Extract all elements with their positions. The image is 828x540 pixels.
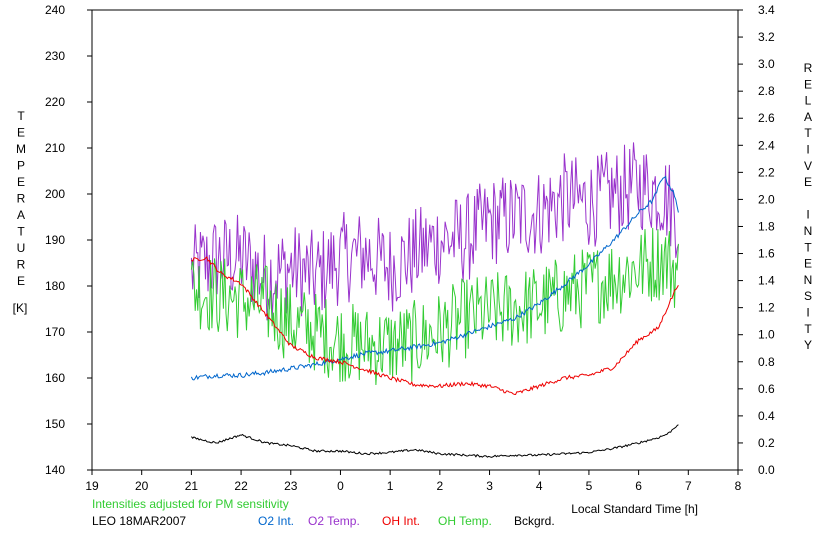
note-text: Intensities adjusted for PM sensitivity — [92, 497, 289, 511]
axis-label-letter: Y — [804, 338, 812, 352]
right-tick-label: 2.2 — [758, 165, 775, 179]
axis-label-letter: I — [806, 143, 809, 157]
axis-label-letter: E — [804, 77, 812, 91]
series-line — [190, 142, 679, 321]
axis-label-letter: M — [16, 142, 26, 156]
left-tick-label: 230 — [45, 49, 65, 63]
axis-label-letter: S — [804, 289, 812, 303]
right-tick-label: 0.2 — [758, 436, 775, 450]
x-tick-label: 1 — [387, 479, 394, 493]
axis-label-letter: T — [17, 109, 25, 123]
x-tick-label: 22 — [234, 479, 248, 493]
axis-label-letter: I — [806, 208, 809, 222]
left-tick-label: 220 — [45, 95, 65, 109]
legend-entry: Bckgrd. — [514, 514, 555, 528]
right-tick-label: 2.8 — [758, 84, 775, 98]
axis-label-letter: E — [804, 257, 812, 271]
right-tick-label: 1.0 — [758, 328, 775, 342]
right-tick-label: 0.4 — [758, 409, 775, 423]
station-label: LEO 18MAR2007 — [92, 514, 186, 528]
right-tick-label: 1.2 — [758, 301, 775, 315]
x-tick-label: 0 — [337, 479, 344, 493]
x-tick-label: 5 — [586, 479, 593, 493]
left-tick-label: 150 — [45, 417, 65, 431]
x-axis: 19 20 21 22 23 0 1 2 3 4 5 6 7 8 — [85, 470, 742, 493]
x-tick-label: 4 — [536, 479, 543, 493]
right-tick-label: 3.4 — [758, 3, 775, 17]
axis-label-letter: L — [805, 94, 812, 108]
right-axis: 0.0 0.2 0.4 0.6 0.8 1.0 1.2 1.4 1.6 1.8 2.0 2.2 2.4 2… — [738, 3, 775, 477]
x-tick-label: 3 — [486, 479, 493, 493]
left-axis-unit: [K] — [13, 301, 28, 315]
left-tick-label: 180 — [45, 279, 65, 293]
left-tick-label: 210 — [45, 141, 65, 155]
axis-label-letter: A — [804, 110, 812, 124]
right-tick-label: 1.8 — [758, 219, 775, 233]
right-tick-label: 2.6 — [758, 111, 775, 125]
left-tick-label: 200 — [45, 187, 65, 201]
right-tick-label: 2.4 — [758, 138, 775, 152]
x-tick-label: 2 — [437, 479, 444, 493]
axis-label-letter: E — [804, 175, 812, 189]
axis-label-letter: E — [17, 175, 25, 189]
axis-label-letter: E — [17, 274, 25, 288]
axis-label-letter: T — [17, 225, 25, 239]
series-layer — [190, 142, 679, 458]
right-tick-label: 2.0 — [758, 192, 775, 206]
x-tick-label: 8 — [735, 479, 742, 493]
legend-entry: OH Temp. — [438, 514, 492, 528]
legend-entry: O2 Int. — [258, 514, 294, 528]
right-tick-label: 3.0 — [758, 57, 775, 71]
legend-entry: O2 Temp. — [308, 514, 360, 528]
right-tick-label: 0.0 — [758, 463, 775, 477]
left-tick-label: 240 — [45, 3, 65, 17]
axis-label-letter: N — [804, 273, 813, 287]
left-tick-label: 190 — [45, 233, 65, 247]
left-tick-label: 170 — [45, 325, 65, 339]
right-tick-label: 0.8 — [758, 355, 775, 369]
left-tick-label: 160 — [45, 371, 65, 385]
x-tick-label: 7 — [685, 479, 692, 493]
right-tick-label: 1.6 — [758, 247, 775, 261]
axis-label-letter: E — [17, 126, 25, 140]
axis-label-letter: R — [17, 192, 26, 206]
axis-label-letter: T — [804, 240, 812, 254]
x-axis-label: Local Standard Time [h] — [571, 502, 698, 516]
left-tick-label: 140 — [45, 463, 65, 477]
axis-label-letter: N — [804, 224, 813, 238]
series-line — [191, 424, 679, 458]
legend: O2 Int. O2 Temp. OH Int. OH Temp. Bckgrd. — [258, 514, 555, 528]
x-tick-label: 21 — [185, 479, 199, 493]
x-tick-label: 6 — [635, 479, 642, 493]
axis-label-letter: V — [804, 159, 812, 173]
x-tick-label: 20 — [135, 479, 149, 493]
series-line — [190, 175, 679, 381]
axis-label-letter: T — [804, 322, 812, 336]
x-tick-label: 23 — [284, 479, 298, 493]
right-tick-label: 3.2 — [758, 30, 775, 44]
axis-label-letter: R — [804, 61, 813, 75]
axis-label-letter: T — [804, 126, 812, 140]
axis-label-letter: A — [17, 208, 25, 222]
right-tick-label: 1.4 — [758, 274, 775, 288]
right-tick-label: 0.6 — [758, 382, 775, 396]
axis-label-letter: U — [17, 241, 26, 255]
left-axis: 140 150 160 170 180 190 200 210 220 230 240 — [45, 3, 92, 477]
x-tick-label: 19 — [85, 479, 99, 493]
axis-label-letter: I — [806, 306, 809, 320]
legend-entry: OH Int. — [382, 514, 420, 528]
axis-label-letter: R — [17, 258, 26, 272]
axis-label-letter: P — [17, 159, 25, 173]
series-line — [191, 256, 679, 396]
